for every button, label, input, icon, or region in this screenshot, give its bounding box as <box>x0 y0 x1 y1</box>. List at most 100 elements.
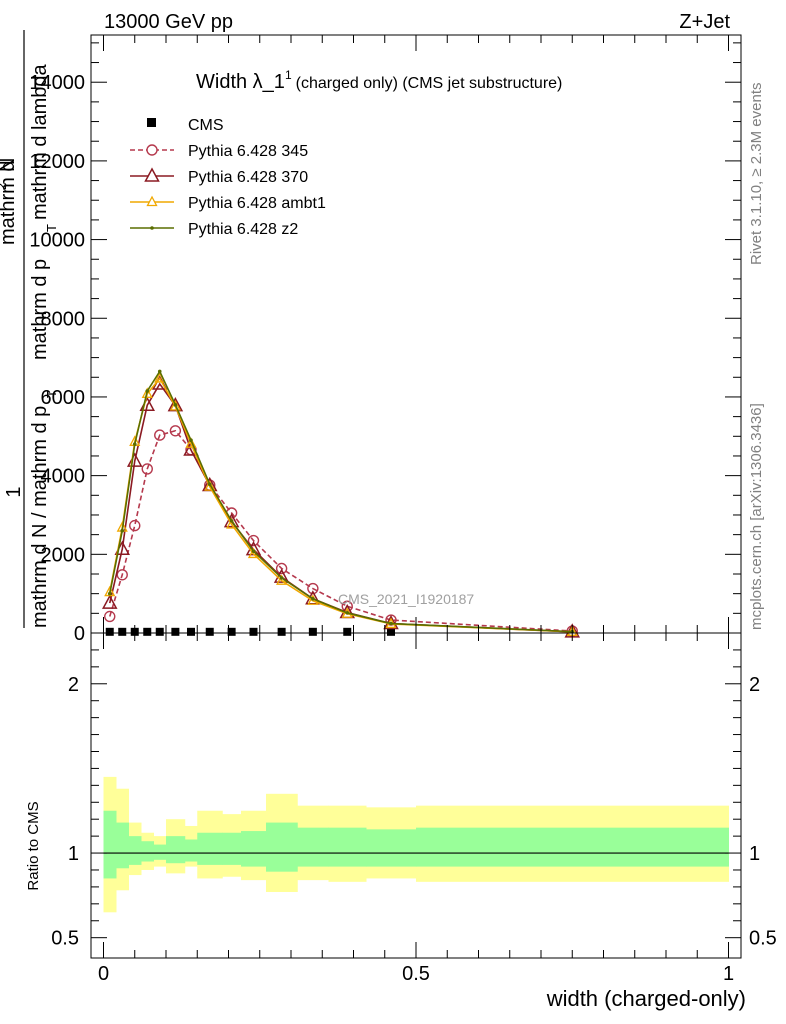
series-point <box>229 519 234 523</box>
ratio-ytick-label-left: 0.5 <box>51 928 79 950</box>
series-point <box>189 438 193 443</box>
cms-point <box>171 627 180 636</box>
rivet-label: Rivet 3.1.10, ≥ 2.3M events <box>748 83 765 266</box>
main-ytick-label: 0 <box>74 623 85 645</box>
band-inner-bin <box>116 822 129 869</box>
legend-marker <box>146 144 158 156</box>
main-ytick-label: 10000 <box>29 230 85 252</box>
series-point <box>345 611 350 615</box>
cms-point <box>155 627 164 636</box>
main-data-layer <box>101 369 581 638</box>
ratio-xtick-label: 1 <box>723 963 734 985</box>
series-point <box>389 621 393 626</box>
series-point <box>116 569 128 581</box>
cms-point <box>308 627 317 636</box>
legend-marker <box>146 195 158 207</box>
series-point <box>207 482 212 487</box>
cms-point <box>227 627 236 636</box>
main-ytick-label: 6000 <box>41 387 86 409</box>
cms-point <box>105 627 114 636</box>
legend-marker <box>150 226 154 230</box>
band-inner-bin <box>222 832 242 865</box>
series-point <box>169 400 181 411</box>
series-point <box>145 389 150 393</box>
series-point <box>273 568 290 583</box>
series-line <box>108 429 573 632</box>
series-1 <box>104 425 578 637</box>
band-inner-bin <box>103 810 117 879</box>
series-point <box>132 442 137 446</box>
main-panel: 0 2000 4000 6000 8000 10000 12000 14000 <box>29 34 742 645</box>
chart-title: Width λ_11 (charged only) (CMS jet substr… <box>196 68 562 93</box>
legend-label: Pythia 6.428 ambt1 <box>188 195 326 212</box>
band-inner-bin <box>184 839 198 862</box>
cms-point <box>249 627 258 636</box>
ratio-ytick-label-left: 2 <box>68 674 79 696</box>
legend-entry: Pythia 6.428 345 <box>130 143 308 160</box>
band-inner-bin <box>128 836 142 865</box>
series-point <box>204 480 216 491</box>
ratio-ytick-label-left: 1 <box>68 843 79 865</box>
header-left: 13000 GeV pp <box>104 11 233 33</box>
band-inner-bin <box>241 831 267 867</box>
band-inner-bin <box>153 844 167 860</box>
main-ytick-label: 2000 <box>41 544 86 566</box>
title-main: Width λ_1 <box>196 71 285 93</box>
ylabel-part-7: T <box>44 224 59 232</box>
cms-point <box>277 627 286 636</box>
series-point <box>104 585 116 597</box>
series-point <box>307 582 319 595</box>
ratio-axes: 0.5 0.5 1 1 2 2 0 0.5 1 <box>51 633 777 985</box>
ylabel-part-3: mathrm d <box>0 161 19 245</box>
cms-point <box>187 627 195 636</box>
cms-point <box>387 627 395 636</box>
series-point <box>169 425 182 437</box>
xlabel: width (charged-only) <box>546 986 746 1011</box>
series-point <box>223 513 240 528</box>
mcplots-label: mcplots.cern.ch [arXiv:1306.3436] <box>748 403 765 630</box>
ylabel-part-8: mathrm d lambda <box>29 64 51 220</box>
ylabel-part-0: 1 <box>3 486 25 497</box>
series-point <box>185 437 197 448</box>
band-inner-bin <box>266 822 298 872</box>
ratio-ytick-label-right: 1 <box>749 843 760 865</box>
ratio-ytick-label-right: 0.5 <box>749 928 777 950</box>
ratio-xtick-label: 0 <box>98 963 109 985</box>
band-inner-bin <box>197 832 223 865</box>
main-ytick-label: 4000 <box>41 466 86 488</box>
series-point <box>157 369 162 374</box>
series-point <box>311 596 315 601</box>
series-0 <box>105 627 395 636</box>
cms-point <box>143 627 152 636</box>
main-ylabel: 1 mathrm d N / mathrm d p T mathrm d 2 N… <box>0 30 59 628</box>
series-point <box>167 397 184 412</box>
legend: CMS Pythia 6.428 345 Pythia 6.428 370 Pythi… <box>130 117 326 238</box>
band-inner-bin <box>297 827 329 867</box>
title-rest: (charged only) (CMS jet substructure) <box>296 75 563 92</box>
main-ytick-label: 14000 <box>29 72 85 94</box>
watermark: CMS_2021_I1920187 <box>338 591 474 607</box>
legend-marker <box>147 118 156 127</box>
ylabel-part-1: mathrm d N / mathrm d p <box>29 406 51 628</box>
series-point <box>120 528 125 533</box>
band-inner-bin <box>166 836 186 864</box>
series-point <box>101 594 118 609</box>
legend-entry: Pythia 6.428 ambt1 <box>130 195 326 212</box>
legend-marker <box>144 167 160 182</box>
legend-entry: Pythia 6.428 370 <box>130 167 308 186</box>
series-4 <box>107 369 575 634</box>
ratio-panel: 0.5 0.5 1 1 2 2 0 0.5 1 <box>51 632 777 985</box>
series-point <box>251 549 256 553</box>
legend-label: Pythia 6.428 370 <box>188 169 308 186</box>
ratio-data-layer <box>103 776 729 913</box>
legend-label: CMS <box>188 117 224 134</box>
header-right: Z+Jet <box>679 11 730 33</box>
series-point <box>279 576 284 580</box>
main-ytick-label: 8000 <box>41 308 86 330</box>
band-inner-bin <box>328 827 367 867</box>
ratio-ylabel: Ratio to CMS <box>25 801 42 890</box>
band-inner-bin <box>141 841 154 862</box>
band-inner-bin <box>416 827 729 867</box>
legend-entry: Pythia 6.428 z2 <box>130 221 298 238</box>
